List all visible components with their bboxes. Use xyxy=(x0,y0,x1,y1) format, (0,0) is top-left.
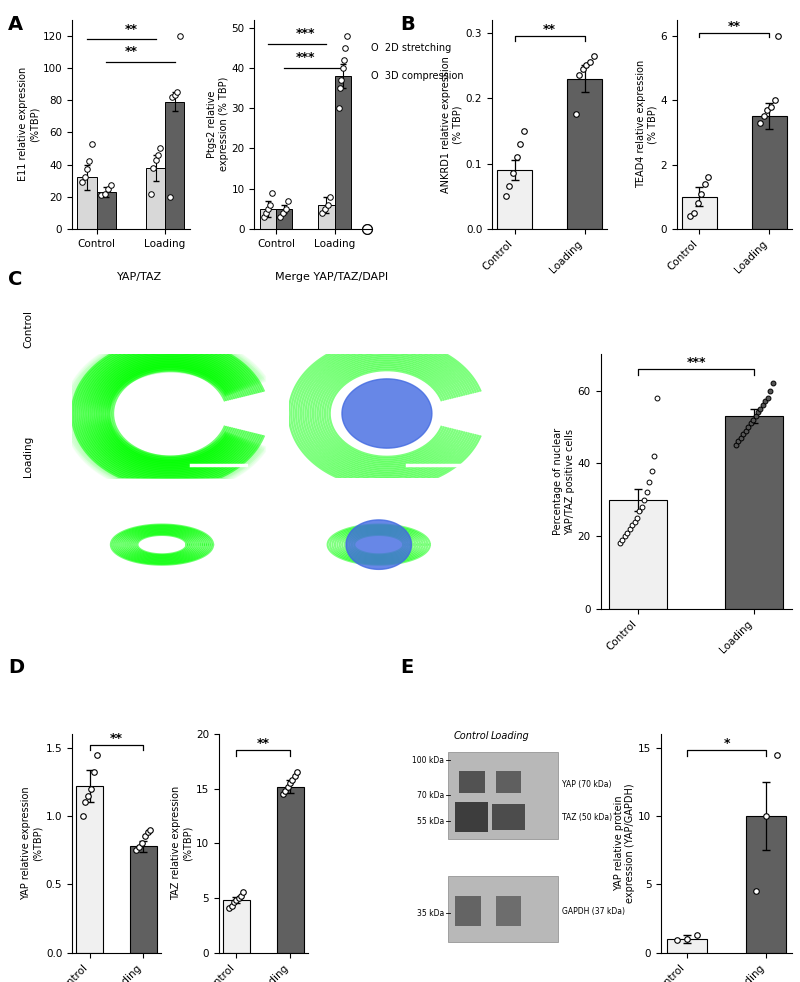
Bar xyxy=(498,170,532,229)
Text: C: C xyxy=(8,270,22,289)
Text: ***: *** xyxy=(295,27,315,39)
Bar xyxy=(455,802,488,833)
Bar xyxy=(667,939,706,953)
Text: Merge YAP/TAZ/DAPI: Merge YAP/TAZ/DAPI xyxy=(275,272,389,282)
Text: YAP (70 kDa): YAP (70 kDa) xyxy=(562,780,611,789)
Bar xyxy=(448,751,558,839)
Text: B: B xyxy=(400,15,414,33)
Bar xyxy=(165,102,184,229)
Y-axis label: YAP relative protein
expression (YAP/GAPDH): YAP relative protein expression (YAP/GAP… xyxy=(614,784,635,903)
Bar xyxy=(567,79,602,229)
Bar xyxy=(492,804,525,830)
Text: 100 kDa: 100 kDa xyxy=(412,756,444,765)
Text: *: * xyxy=(723,737,730,750)
Text: **: ** xyxy=(124,23,138,35)
Text: A: A xyxy=(8,15,23,33)
Text: Control: Control xyxy=(23,310,33,348)
Bar xyxy=(495,896,522,926)
Text: 70 kDa: 70 kDa xyxy=(417,791,444,799)
Bar xyxy=(146,168,165,229)
Text: GAPDH (37 kDa): GAPDH (37 kDa) xyxy=(562,906,625,915)
Bar xyxy=(318,205,334,229)
Text: Loading: Loading xyxy=(23,436,33,477)
Text: **: ** xyxy=(124,45,138,58)
Y-axis label: E11 relative expression
(%TBP): E11 relative expression (%TBP) xyxy=(18,67,40,182)
Bar xyxy=(448,876,558,942)
Polygon shape xyxy=(346,519,411,570)
Text: 55 kDa: 55 kDa xyxy=(417,817,444,826)
Text: O  3D compression: O 3D compression xyxy=(370,71,463,81)
Text: Loading: Loading xyxy=(491,731,530,740)
Bar xyxy=(97,191,116,229)
Text: **: ** xyxy=(110,732,123,745)
Bar xyxy=(222,900,250,953)
Text: 35 kDa: 35 kDa xyxy=(417,908,444,918)
Y-axis label: Ptgs2 relative
expression (% TBP): Ptgs2 relative expression (% TBP) xyxy=(207,78,229,172)
Y-axis label: Percentage of nuclear
YAP/TAZ positive cells: Percentage of nuclear YAP/TAZ positive c… xyxy=(554,428,575,535)
Polygon shape xyxy=(342,379,432,448)
Bar xyxy=(726,416,783,609)
Text: **: ** xyxy=(543,23,556,36)
Bar xyxy=(682,196,717,229)
Bar xyxy=(752,116,786,229)
Text: **: ** xyxy=(728,20,741,32)
Bar xyxy=(130,846,157,953)
Bar xyxy=(334,76,351,229)
Bar xyxy=(76,786,103,953)
Y-axis label: TEAD4 relative expression
(% TBP): TEAD4 relative expression (% TBP) xyxy=(636,60,658,189)
Bar xyxy=(78,178,97,229)
Text: ***: *** xyxy=(686,355,706,368)
Y-axis label: TAZ relative expression
(%TBP): TAZ relative expression (%TBP) xyxy=(171,787,193,900)
Text: **: ** xyxy=(257,737,270,750)
Bar xyxy=(746,816,786,953)
Y-axis label: YAP relative expression
(%TBP): YAP relative expression (%TBP) xyxy=(22,787,43,900)
Bar xyxy=(260,209,276,229)
Text: ***: *** xyxy=(295,51,315,64)
Bar xyxy=(610,500,667,609)
Bar xyxy=(455,896,481,926)
Text: O  2D stretching: O 2D stretching xyxy=(370,43,451,53)
Text: YAP/TAZ: YAP/TAZ xyxy=(118,272,162,282)
Text: Control: Control xyxy=(454,731,490,740)
Text: TAZ (50 kDa): TAZ (50 kDa) xyxy=(562,813,612,822)
Text: D: D xyxy=(8,658,24,677)
Bar xyxy=(276,209,293,229)
Text: E: E xyxy=(400,658,414,677)
Y-axis label: ANKRD1 relative expression
(% TBP): ANKRD1 relative expression (% TBP) xyxy=(442,56,463,192)
Bar xyxy=(495,771,522,793)
Bar xyxy=(459,771,485,793)
Bar xyxy=(277,787,304,953)
